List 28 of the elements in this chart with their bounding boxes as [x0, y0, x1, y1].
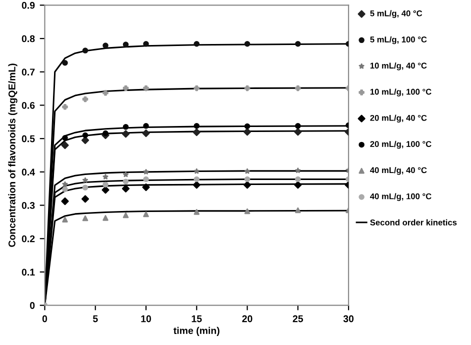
- y-tick-label: 0: [30, 302, 35, 309]
- legend-label: 40 mL/g, 40 °C: [370, 167, 427, 175]
- x-tick-label: 20: [242, 315, 252, 322]
- legend-label: 10 mL/g, 40 °C: [370, 62, 427, 70]
- y-tick-label: 0.6: [22, 102, 35, 109]
- legend-label: Second order kinetics: [370, 219, 457, 226]
- legend-label: 10 mL/g, 100 °C: [370, 88, 432, 96]
- legend-label: 5 mL/g, 40 °C: [370, 10, 422, 18]
- y-tick-label: 0.3: [22, 202, 35, 209]
- y-tick-label: 0.1: [22, 268, 35, 276]
- legend-label: 20 mL/g, 40 °C: [370, 114, 427, 123]
- y-tick-label: 0.7: [22, 68, 35, 76]
- y-axis-title: Concentration of flavonoids (mgQE/mL): [8, 64, 18, 247]
- x-tick-label: 25: [292, 315, 304, 322]
- y-tick-label: 0.5: [22, 135, 35, 142]
- legend-label: 40 mL/g, 100 °C: [370, 193, 432, 201]
- x-tick-label: 10: [141, 315, 152, 322]
- y-tick-label: 0.2: [22, 235, 35, 242]
- y-tick-label: 0.4: [22, 168, 35, 176]
- y-tick-label: 0.9: [22, 2, 35, 9]
- y-tick-label: 0.8: [22, 35, 35, 42]
- x-tick-label: 0: [42, 315, 48, 322]
- legend-label: 5 mL/g, 100 °C: [370, 36, 427, 44]
- x-tick-label: 30: [343, 315, 354, 322]
- x-tick-label: 5: [92, 315, 98, 322]
- legend-label: 20 mL/g, 100 °C: [370, 140, 432, 149]
- x-tick-label: 15: [192, 315, 202, 322]
- x-axis-title: time (min): [174, 326, 220, 336]
